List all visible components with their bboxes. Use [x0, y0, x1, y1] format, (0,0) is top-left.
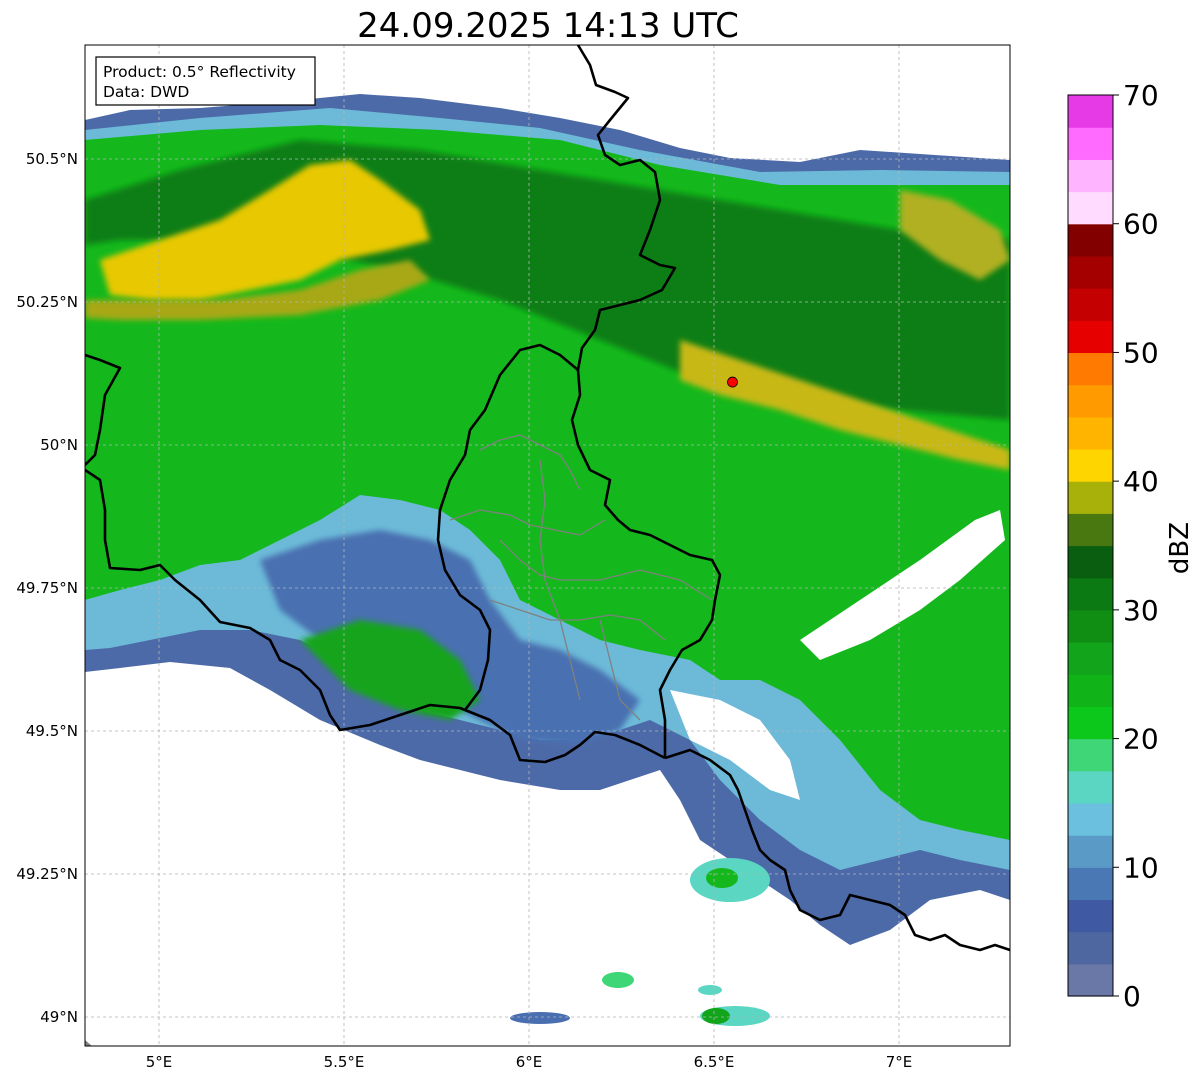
- lat-tick-label: 49.75°N: [16, 579, 78, 597]
- echo-cell-south-3: [602, 972, 634, 988]
- colorbar-swatch: [1068, 546, 1113, 579]
- colorbar-swatch: [1068, 95, 1113, 128]
- echo-cell-south-2-core: [702, 1008, 730, 1024]
- colorbar-swatch: [1068, 610, 1113, 643]
- colorbar-swatch: [1068, 964, 1113, 997]
- colorbar-swatch: [1068, 352, 1113, 385]
- colorbar-tick-label: 40: [1123, 465, 1159, 498]
- colorbar-swatch: [1068, 320, 1113, 353]
- colorbar-tick-label: 0: [1123, 980, 1141, 1013]
- colorbar-swatch: [1068, 385, 1113, 418]
- lon-tick-label: 6.5°E: [694, 1053, 735, 1071]
- colorbar-swatch: [1068, 417, 1113, 450]
- colorbar-swatches: [1068, 95, 1113, 997]
- colorbar-swatch: [1068, 159, 1113, 192]
- lat-tick-label: 49.5°N: [26, 722, 78, 740]
- colorbar-tick-label: 30: [1123, 594, 1159, 627]
- colorbar-label: dBZ: [1165, 522, 1195, 574]
- colorbar-swatch: [1068, 513, 1113, 546]
- info-box: Product: 0.5° Reflectivity Data: DWD: [96, 57, 315, 105]
- echo-cell-south-5: [698, 985, 722, 995]
- colorbar-swatch: [1068, 739, 1113, 772]
- colorbar-swatch: [1068, 224, 1113, 257]
- colorbar-swatch: [1068, 192, 1113, 225]
- lon-tick-label: 5°E: [146, 1053, 173, 1071]
- colorbar-swatch: [1068, 867, 1113, 900]
- lat-tick-label: 49°N: [40, 1008, 78, 1026]
- colorbar-swatch: [1068, 481, 1113, 514]
- colorbar-tick-label: 60: [1123, 208, 1159, 241]
- colorbar-swatch: [1068, 803, 1113, 836]
- colorbar-swatch: [1068, 256, 1113, 289]
- colorbar-tick-label: 20: [1123, 723, 1159, 756]
- colorbar-swatch: [1068, 642, 1113, 675]
- info-product: Product: 0.5° Reflectivity: [103, 63, 296, 81]
- colorbar-tick-label: 10: [1123, 851, 1159, 884]
- colorbar-swatch: [1068, 771, 1113, 804]
- lat-tick-label: 49.25°N: [16, 865, 78, 883]
- figure-title: 24.09.2025 14:13 UTC: [357, 6, 739, 46]
- map-area: [85, 45, 1010, 1046]
- lon-tick-label: 5.5°E: [324, 1053, 365, 1071]
- colorbar-swatch: [1068, 578, 1113, 611]
- colorbar-swatch: [1068, 899, 1113, 932]
- echo-cell-south-1-core: [706, 868, 738, 888]
- colorbar-swatch: [1068, 835, 1113, 868]
- colorbar-swatch: [1068, 706, 1113, 739]
- radar-site-marker: [728, 377, 738, 387]
- info-data-source: Data: DWD: [103, 83, 189, 101]
- colorbar-tick-label: 70: [1123, 79, 1159, 112]
- colorbar-tick-label: 50: [1123, 336, 1159, 369]
- latitude-labels: 50.5°N 50.25°N 50°N 49.75°N 49.5°N 49.25°N 49°…: [16, 150, 78, 1026]
- colorbar-ticks: 0 10 20 30 40 50 60 70: [1113, 79, 1159, 1013]
- colorbar-swatch: [1068, 127, 1113, 160]
- lat-tick-label: 50°N: [40, 436, 78, 454]
- colorbar-swatch: [1068, 932, 1113, 965]
- longitude-labels: 5°E 5.5°E 6°E 6.5°E 7°E: [146, 1053, 913, 1071]
- echo-cell-south-4: [510, 1012, 570, 1024]
- lat-tick-label: 50.25°N: [16, 293, 78, 311]
- colorbar-swatch: [1068, 288, 1113, 321]
- colorbar-swatch: [1068, 674, 1113, 707]
- lon-tick-label: 7°E: [886, 1053, 913, 1071]
- colorbar: 0 10 20 30 40 50 60 70 dBZ: [1068, 79, 1195, 1013]
- lat-tick-label: 50.5°N: [26, 150, 78, 168]
- colorbar-swatch: [1068, 449, 1113, 482]
- lon-tick-label: 6°E: [516, 1053, 543, 1071]
